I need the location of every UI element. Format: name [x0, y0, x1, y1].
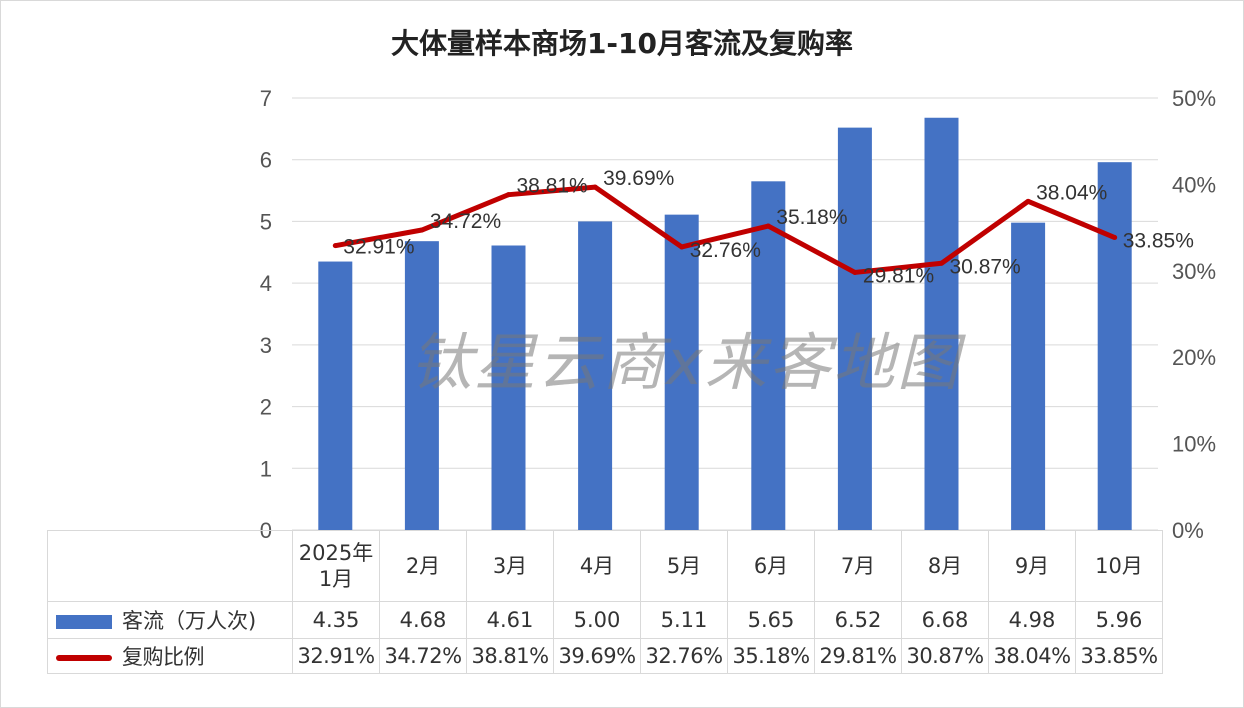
- line-data-label: 39.69%: [603, 167, 674, 190]
- bar-4: [578, 221, 613, 530]
- bar-5: [664, 214, 699, 530]
- y-left-tick-label: 1: [260, 456, 272, 481]
- bar-8: [924, 117, 959, 531]
- y-left-tick-label: 4: [260, 271, 272, 296]
- bar-value-cell: 5.96: [1075, 601, 1163, 639]
- bar-value-cell: 6.52: [814, 601, 902, 639]
- bar-series-name: 客流（万人次): [122, 609, 257, 633]
- line-point-3: [506, 192, 511, 198]
- bar-legend-swatch: [56, 615, 112, 629]
- bar-value-cell: 5.00: [553, 601, 641, 639]
- bar-value-cell: 4.61: [466, 601, 554, 639]
- rate-value-cell: 32.91%: [292, 638, 380, 674]
- bar-1: [318, 261, 353, 530]
- category-label: 10月: [1075, 530, 1163, 602]
- bar-value-cell: 5.11: [640, 601, 728, 639]
- category-label: 3月: [466, 530, 554, 602]
- rate-value-cell: 30.87%: [901, 638, 989, 674]
- category-label: 8月: [901, 530, 989, 602]
- line-data-label: 38.81%: [517, 175, 588, 198]
- repurchase-line: [334, 184, 1116, 275]
- y-right-tick-label: 50%: [1172, 86, 1216, 111]
- line-point-8: [939, 260, 944, 266]
- line-point-6: [765, 223, 771, 229]
- rate-value-cell: 34.72%: [379, 638, 467, 674]
- y-right-tick-label: 0%: [1172, 518, 1204, 543]
- y-left-tick-label: 3: [260, 333, 272, 358]
- legend-line: 复购比例: [47, 638, 293, 674]
- rate-value-cell: 35.18%: [727, 638, 815, 674]
- category-label: 2025年 1月: [292, 530, 380, 602]
- line-data-label: 35.18%: [776, 206, 847, 229]
- bar-2: [404, 241, 439, 531]
- category-label: 9月: [988, 530, 1076, 602]
- bar-3: [491, 245, 526, 531]
- line-point-5: [679, 244, 685, 250]
- rate-value-cell: 32.76%: [640, 638, 728, 674]
- line-data-label: 33.85%: [1123, 230, 1194, 253]
- legend-bar: 客流（万人次): [47, 601, 293, 639]
- y-right-tick-label: 30%: [1172, 259, 1216, 284]
- rate-value-cell: 39.69%: [553, 638, 641, 674]
- line-data-label: 32.76%: [690, 239, 761, 262]
- category-label: 7月: [814, 530, 902, 602]
- bar-7: [837, 127, 872, 530]
- line-point-9: [1025, 198, 1031, 204]
- bar-6: [751, 181, 786, 531]
- bar-value-cell: 4.35: [292, 601, 380, 639]
- line-point-2: [419, 227, 425, 233]
- y-left-tick-label: 6: [260, 148, 272, 173]
- bar-9: [1011, 222, 1046, 531]
- y-left-tick-label: 5: [260, 209, 272, 234]
- y-left-tick-label: 2: [260, 395, 272, 420]
- line-point-10: [1112, 235, 1118, 241]
- watermark: 钛星云商x来客地图: [410, 326, 961, 399]
- bar-value-cell: 4.98: [988, 601, 1076, 639]
- rate-value-cell: 38.04%: [988, 638, 1076, 674]
- category-label: 5月: [640, 530, 728, 602]
- y-right-tick-label: 10%: [1172, 432, 1216, 457]
- bar-value-cell: 4.68: [379, 601, 467, 639]
- line-data-label: 30.87%: [950, 255, 1021, 278]
- category-label: 6月: [727, 530, 815, 602]
- bar-value-cell: 6.68: [901, 601, 989, 639]
- rate-value-cell: 33.85%: [1075, 638, 1163, 674]
- y-right-tick-label: 20%: [1172, 345, 1216, 370]
- category-label: 4月: [553, 530, 641, 602]
- data-table: 2025年 1月 2月 3月 4月 5月 6月 7月 8月 9月 10月 客流（万人次) 4.35 4.…: [47, 530, 1163, 674]
- bar-value-cell: 5.65: [727, 601, 815, 639]
- bar-10: [1097, 162, 1132, 530]
- line-point-7: [852, 269, 858, 275]
- line-data-label: 32.91%: [343, 236, 414, 259]
- line-legend-swatch: [56, 655, 112, 661]
- line-point-1: [332, 243, 338, 249]
- chart-title: 大体量样本商场1-10月客流及复购率: [390, 27, 854, 60]
- y-right-tick-label: 40%: [1172, 172, 1216, 197]
- line-data-label: 38.04%: [1036, 181, 1107, 204]
- table-corner: [47, 530, 293, 602]
- y-left-tick-label: 7: [260, 86, 272, 111]
- category-label: 2月: [379, 530, 467, 602]
- line-point-4: [592, 184, 598, 190]
- rate-value-cell: 29.81%: [814, 638, 902, 674]
- rate-value-cell: 38.81%: [466, 638, 554, 674]
- line-data-label: 34.72%: [430, 210, 501, 233]
- line-series-name: 复购比例: [122, 645, 205, 669]
- line-data-label: 29.81%: [863, 264, 934, 287]
